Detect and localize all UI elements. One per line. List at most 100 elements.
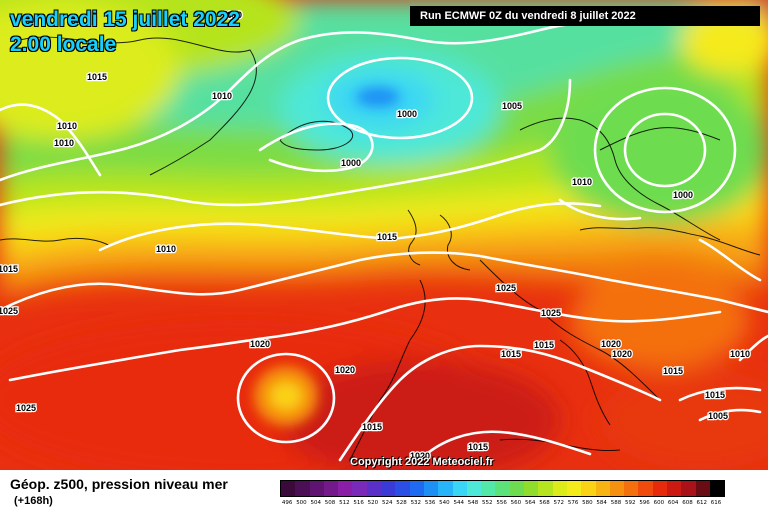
color-scale-label: 568 (539, 500, 550, 506)
color-swatch (709, 481, 725, 496)
color-swatch (466, 481, 482, 496)
isobar-label: 1025 (0, 306, 18, 316)
color-scale-label: 616 (710, 500, 722, 506)
isobar-label: 1015 (468, 442, 488, 452)
color-scale-label: 580 (582, 500, 593, 506)
color-scale-label: 500 (296, 500, 307, 506)
color-scale-label: 592 (625, 500, 636, 506)
color-scale-label: 552 (482, 500, 493, 506)
color-swatch (652, 481, 668, 496)
color-scale-label: 576 (567, 500, 579, 506)
color-swatch (609, 481, 625, 496)
isobar-label: 1010 (54, 138, 74, 148)
color-scale-label: 540 (439, 500, 450, 506)
color-scale-label: 544 (453, 500, 464, 506)
color-swatch (581, 481, 596, 496)
color-swatch (495, 481, 510, 496)
isobar-label: 1015 (87, 72, 107, 82)
color-scale-label: 548 (467, 500, 479, 506)
isobar-label: 1015 (377, 232, 397, 242)
color-swatch (695, 481, 710, 496)
color-scale-label: 612 (696, 500, 708, 506)
color-swatch (352, 481, 367, 496)
color-swatch (381, 481, 396, 496)
isobar-label: 1005 (708, 411, 728, 421)
isobar-label: 1020 (612, 349, 632, 359)
isobar-label: 1000 (397, 109, 417, 119)
forecast-local-time: 2.00 locale (10, 33, 117, 56)
color-scale-label: 512 (339, 500, 350, 506)
color-scale-label: 504 (310, 500, 321, 506)
color-swatch (323, 481, 339, 496)
legend-bar: Géop. z500, pression niveau mer (+168h) … (0, 470, 768, 512)
color-scale-label: 532 (410, 500, 422, 506)
color-swatch (638, 481, 653, 496)
isobar-label: 1010 (156, 244, 176, 254)
isobar-label: 1025 (496, 283, 516, 293)
isobar-label: 1015 (663, 366, 683, 376)
color-scale-label: 560 (510, 500, 522, 506)
color-swatch (409, 481, 424, 496)
color-swatch (524, 481, 539, 496)
isobar-label: 1010 (572, 177, 592, 187)
isobar-label: 1015 (0, 264, 18, 274)
color-scale-label: 524 (381, 500, 393, 506)
color-swatch (667, 481, 682, 496)
color-scale-labels: 496 500 504 508 512 516 520 524 528 532 536 540 544 5… (280, 500, 723, 506)
color-scale-label: 600 (653, 500, 665, 506)
color-swatch (438, 481, 453, 496)
color-swatch (595, 481, 610, 496)
geopotential-field (0, 0, 768, 470)
color-scale-label: 528 (396, 500, 407, 506)
color-swatch (295, 481, 310, 496)
color-swatch (538, 481, 553, 496)
color-scale-label: 516 (353, 500, 364, 506)
isobar-label: 1025 (16, 403, 36, 413)
color-scale-label: 520 (367, 500, 379, 506)
isobar-label: 1010 (212, 91, 232, 101)
isobar-label: 1015 (362, 422, 382, 432)
isobar-label: 1005 (502, 101, 522, 111)
legend-title: Géop. z500, pression niveau mer (10, 476, 228, 492)
isobar-label: 1020 (601, 339, 621, 349)
color-scale-label: 564 (524, 500, 536, 506)
isobar-label: 1000 (341, 158, 361, 168)
color-scale-label: 556 (496, 500, 507, 506)
color-swatch (338, 481, 353, 496)
isobar-label: 1015 (705, 390, 725, 400)
color-scale-label: 588 (610, 500, 622, 506)
legend-subtitle: (+168h) (14, 495, 53, 507)
forecast-date: vendredi 15 juillet 2022 (10, 8, 240, 31)
color-scale-label: 496 (281, 500, 293, 506)
color-swatch (566, 481, 582, 496)
isobar-label: 1015 (534, 340, 554, 350)
isobar-label: 1025 (541, 308, 561, 318)
color-swatch (423, 481, 439, 496)
isobar-label: 1020 (250, 339, 270, 349)
isobar-label: 1010 (57, 121, 77, 131)
isobar-label: 1010 (222, 10, 242, 20)
color-swatch (281, 481, 296, 496)
weather-map: 1010 1015 1010 1010 1010 1000 1005 1000 … (0, 0, 768, 470)
color-scale-label: 584 (596, 500, 607, 506)
color-scale-label: 572 (553, 500, 565, 506)
isobar-label: 1010 (730, 349, 750, 359)
color-scale-label: 608 (682, 500, 693, 506)
color-scale-label: 508 (324, 500, 336, 506)
color-scale-label: 604 (667, 500, 679, 506)
copyright-notice: Copyright 2022 Meteociel.fr (350, 456, 494, 468)
isobar-label: 1000 (673, 190, 693, 200)
model-run-banner: Run ECMWF 0Z du vendredi 8 juillet 2022 (410, 6, 760, 26)
color-scale (280, 480, 726, 497)
color-scale-label: 536 (424, 500, 436, 506)
color-swatch (366, 481, 382, 496)
color-swatch (509, 481, 525, 496)
color-swatch (681, 481, 696, 496)
isobar-label: 1020 (335, 365, 355, 375)
color-swatch (395, 481, 410, 496)
color-swatch (452, 481, 467, 496)
color-swatch (481, 481, 496, 496)
isobars (0, 18, 768, 462)
color-swatch (552, 481, 567, 496)
isobar-label: 1020 (410, 451, 430, 461)
